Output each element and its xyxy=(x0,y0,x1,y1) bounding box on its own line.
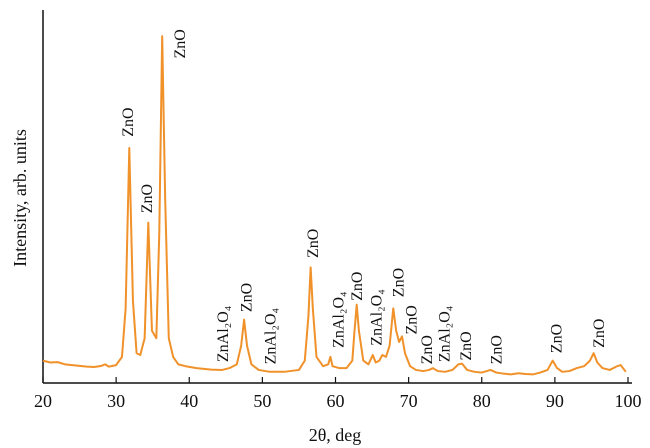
peak-label: ZnAl₂O₄ xyxy=(215,305,232,362)
x-tick-label: 50 xyxy=(253,391,271,411)
peak-label: ZnO xyxy=(349,272,366,301)
x-tick-label: 70 xyxy=(400,391,418,411)
peak-label: ZnO xyxy=(172,29,189,58)
peak-label: ZnO xyxy=(419,335,436,364)
x-tick-label: 90 xyxy=(546,391,564,411)
x-axis-label: 2θ, deg xyxy=(309,425,362,445)
peak-label: ZnO xyxy=(120,107,137,136)
peak-label: ZnO xyxy=(139,184,156,213)
x-tick-label: 20 xyxy=(34,391,52,411)
x-tick-label: 100 xyxy=(615,391,642,411)
peak-label: ZnAl₂O₄ xyxy=(437,305,454,362)
peak-label: ZnO xyxy=(305,229,322,258)
peak-label: ZnAl₂O₄ xyxy=(331,291,348,348)
peak-label: ZnO xyxy=(488,335,505,364)
spectrum-line xyxy=(42,35,627,376)
peak-label: ZnO xyxy=(404,305,421,334)
peak-label: ZnO xyxy=(548,324,565,353)
peak-label: ZnO xyxy=(458,331,475,360)
peak-label: ZnAl₂O₄ xyxy=(369,289,386,346)
peak-label: ZnAl₂O₄ xyxy=(263,307,280,364)
x-tick-label: 60 xyxy=(327,391,345,411)
peak-label: ZnO xyxy=(238,283,255,312)
peak-label: ZnO xyxy=(390,268,407,297)
x-tick-label: 30 xyxy=(107,391,125,411)
peak-label: ZnO xyxy=(591,319,608,348)
x-tick-label: 80 xyxy=(473,391,491,411)
x-tick-label: 40 xyxy=(180,391,198,411)
y-axis-label: Intensity, arb. units xyxy=(10,129,30,267)
